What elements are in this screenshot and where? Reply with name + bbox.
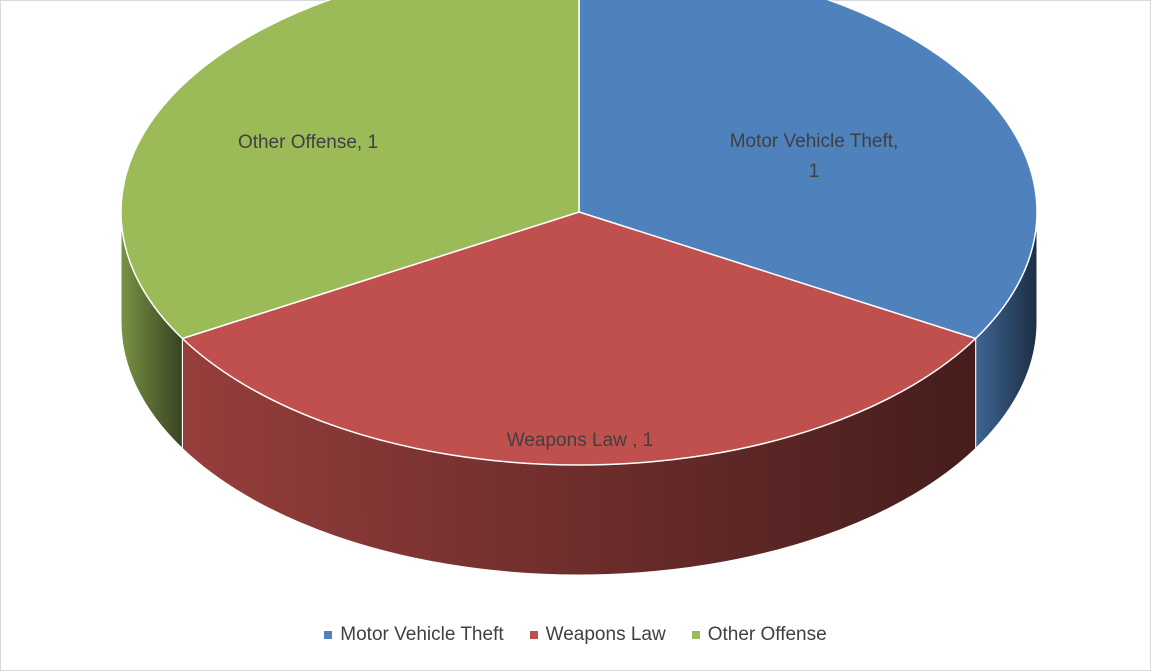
- data-label-motor-vehicle-theft: Motor Vehicle Theft, 1: [730, 131, 899, 182]
- legend-item-weapons-law: Weapons Law: [529, 624, 666, 646]
- legend-item-motor-vehicle-theft: Motor Vehicle Theft: [324, 624, 504, 646]
- legend-swatch-motor-vehicle-theft: [324, 631, 333, 639]
- legend-swatch-weapons-law: [529, 631, 538, 639]
- chart-legend: Motor Vehicle Theft Weapons Law Other Of…: [0, 624, 1151, 646]
- legend-label-other-offense: Other Offense: [707, 624, 827, 645]
- data-label-other-offense: Other Offense, 1: [238, 132, 378, 153]
- data-label-weapons-law: Weapons Law , 1: [507, 430, 653, 451]
- pie-chart-3d: Motor Vehicle Theft, 1 Weapons Law , 1 Othe…: [120, 0, 1038, 576]
- legend-item-other-offense: Other Offense: [691, 624, 827, 646]
- pie-slice-other-offense: [120, 0, 580, 340]
- legend-label-motor-vehicle-theft: Motor Vehicle Theft: [340, 624, 504, 645]
- legend-label-weapons-law: Weapons Law: [545, 624, 666, 645]
- pie-slice-motor-vehicle-theft: [578, 0, 1038, 340]
- legend-swatch-other-offense: [691, 631, 700, 639]
